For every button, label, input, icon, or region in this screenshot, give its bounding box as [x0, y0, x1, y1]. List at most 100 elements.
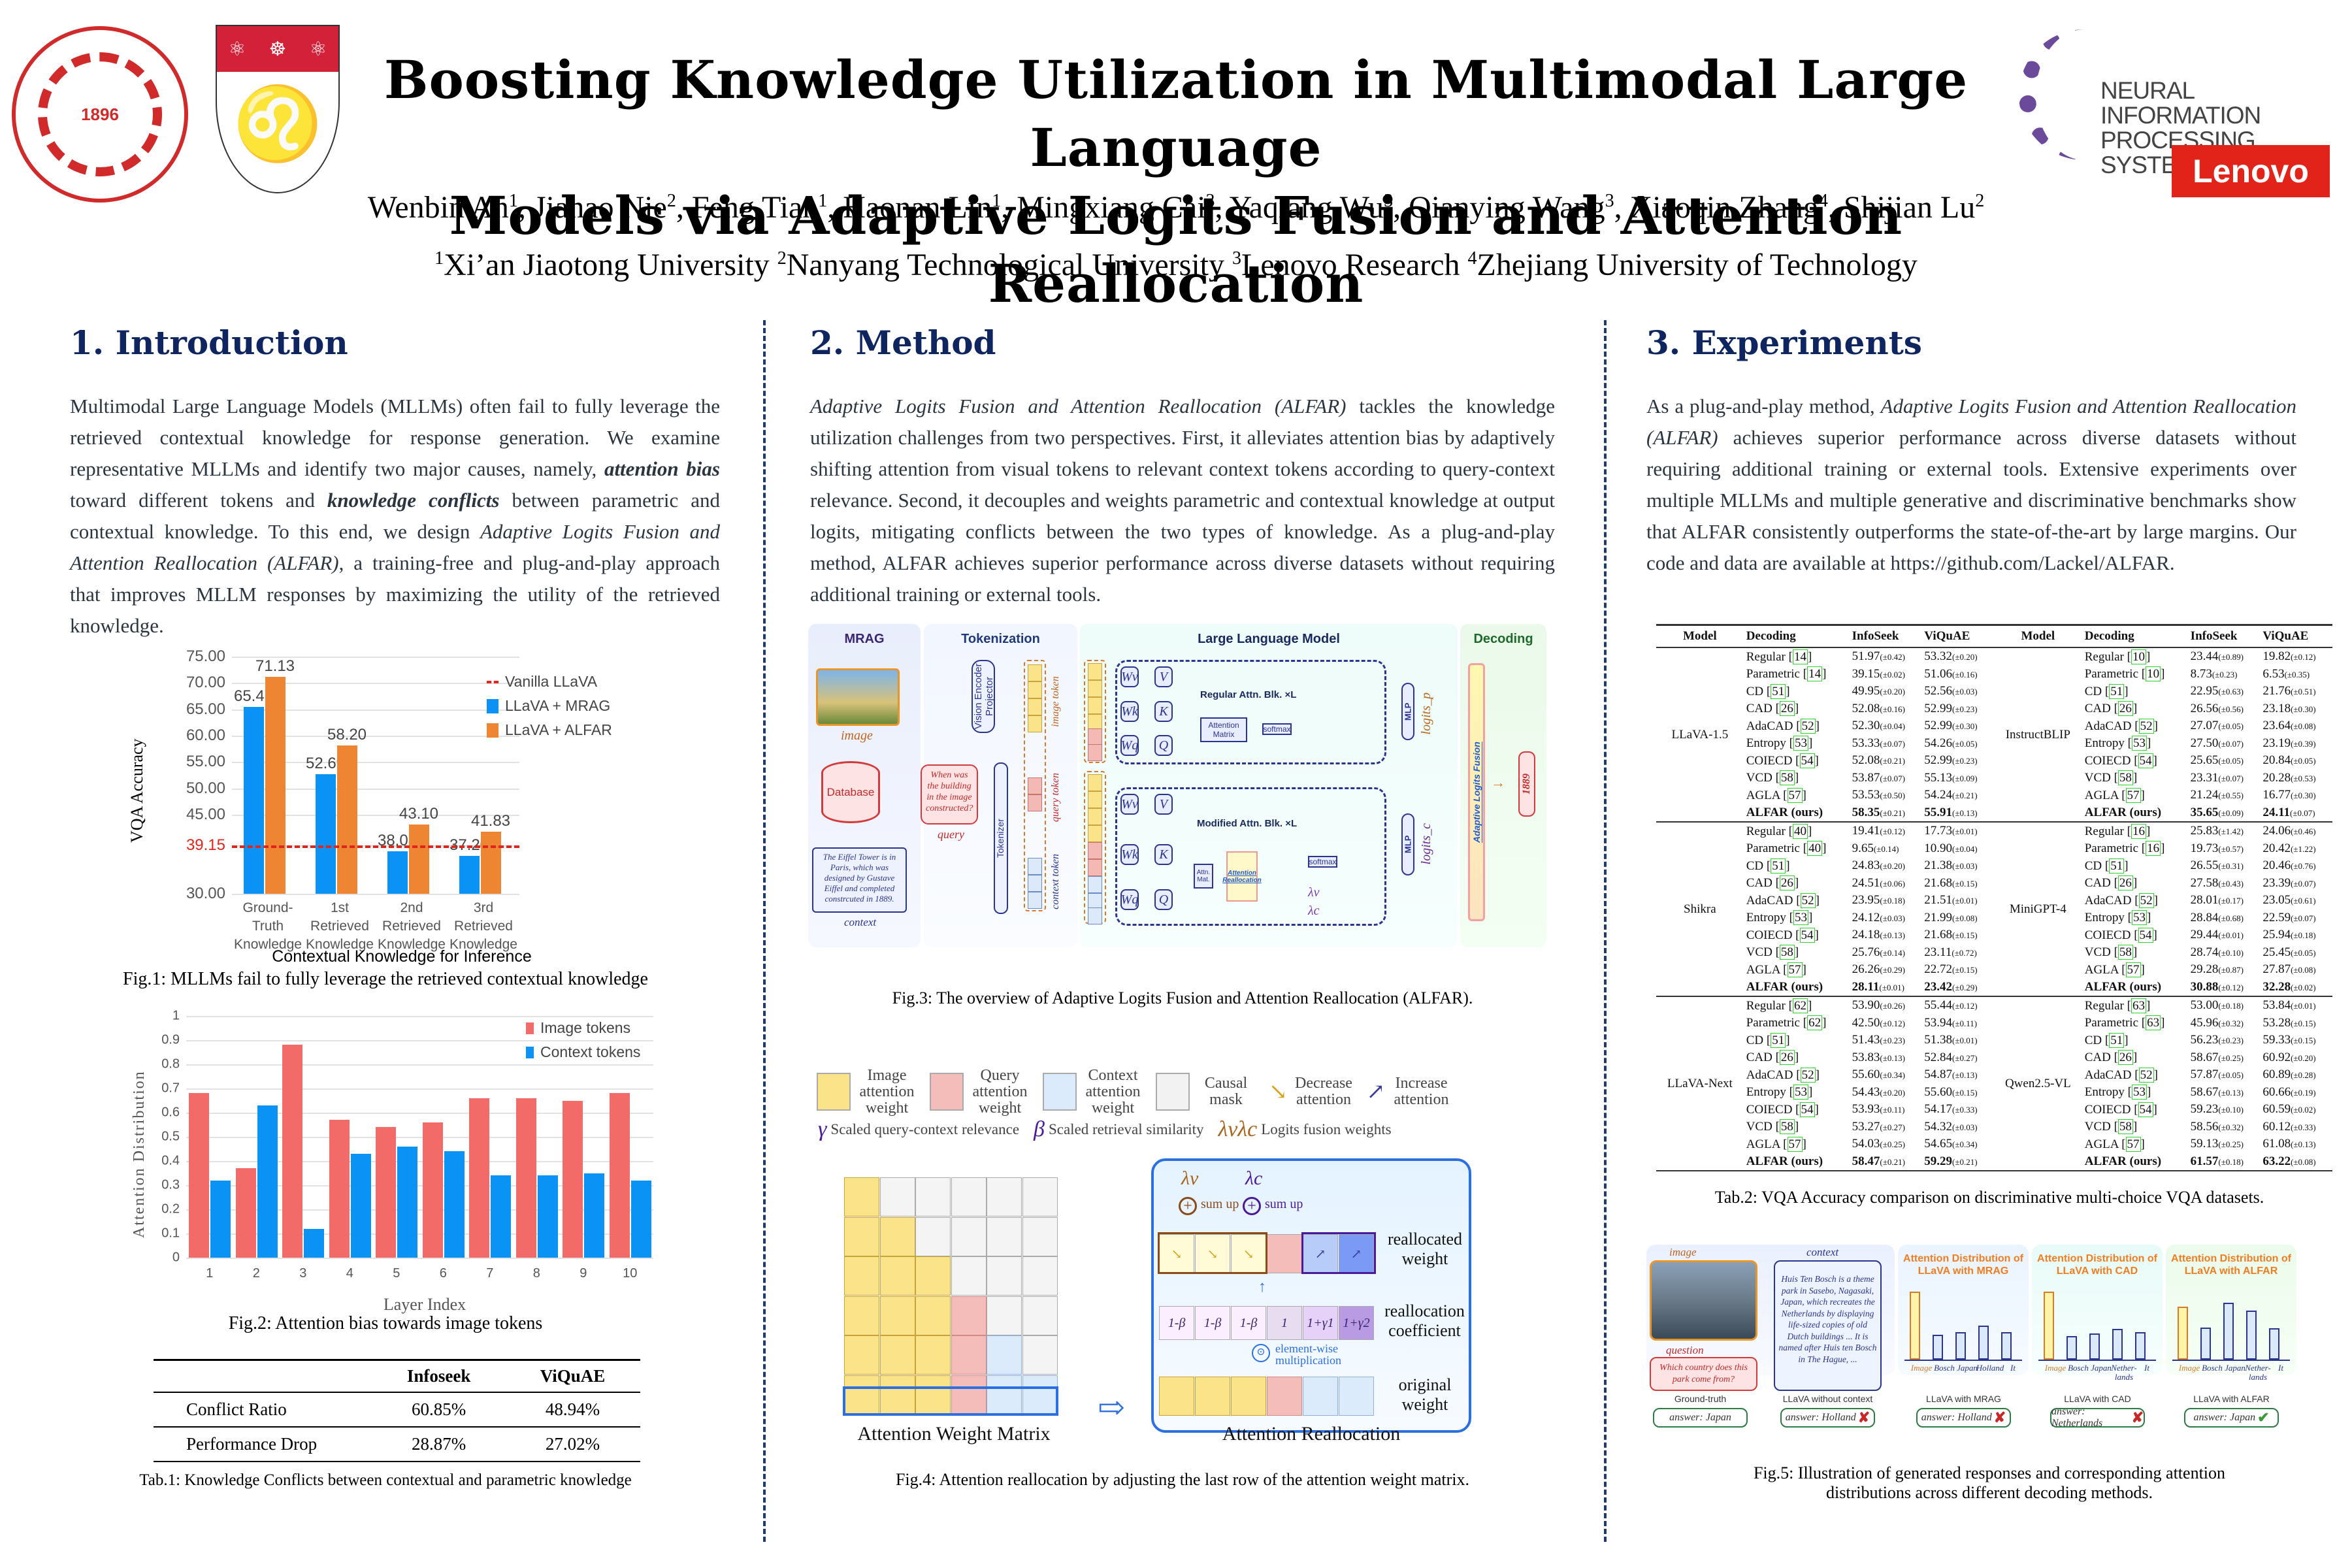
context-group-bracket: [1301, 1232, 1376, 1274]
original-weight-label: original weight: [1398, 1375, 1452, 1414]
chart-title: Attention Distribution of LLaVA with MRA…: [1903, 1253, 2023, 1277]
attention-bar: [2044, 1291, 2054, 1360]
context-label: context: [844, 916, 877, 928]
attention-bar: [2112, 1328, 2123, 1360]
answer-label: Ground-truth: [1674, 1394, 1727, 1404]
affiliation-list: 1Xi’an Jiaotong University 2Nanyang Tech…: [434, 248, 1918, 282]
table-row: CAD [26] 24.51(±0.06) 21.68(±0.15) CAD [26]…: [1746, 875, 2316, 890]
bar-value: 58.20: [327, 725, 367, 743]
bar: [257, 1105, 278, 1258]
table-header: ViQuAE: [2260, 624, 2332, 648]
bar-value: 71.13: [255, 657, 295, 676]
y-tick: 45.00: [186, 806, 225, 823]
bar: [481, 831, 501, 894]
fig5-question-label: question: [1666, 1344, 1704, 1356]
sum-icon: +: [1243, 1197, 1261, 1215]
coefficient-cell: 1+γ2: [1339, 1306, 1374, 1340]
matrix-cell: [951, 1335, 987, 1375]
legend-item: ↗ Increase attention: [1366, 1075, 1449, 1108]
tab1-header-viquae: ViQuAE: [505, 1359, 640, 1393]
y-tick: 0.8: [161, 1056, 180, 1071]
table-row: CAD [26] 53.83(±0.13) 52.84(±0.27) CAD [26]…: [1746, 1050, 2316, 1065]
panel-llm: Large Language Model: [1080, 624, 1458, 947]
matrix-cell: [951, 1177, 987, 1217]
attention-bar: [2269, 1328, 2279, 1360]
bar: [469, 1098, 489, 1258]
wk-box: Wk: [1120, 701, 1139, 722]
matrix-cell: [844, 1335, 879, 1375]
legend-item: Query attention weight: [930, 1067, 1031, 1117]
attention-reallocation-panel: λv λc + sum up + sum up ↘ ↘ ↘ ↗ ↗ reallocate…: [1151, 1158, 1471, 1433]
logits-c-label: logits_c: [1419, 823, 1433, 865]
table-header: InfoSeek: [1849, 624, 1922, 648]
x-tick: 6: [439, 1266, 447, 1281]
regular-block-label: Regular Attn. Blk. ×L: [1200, 689, 1297, 700]
check-icon: ✔: [2257, 1409, 2270, 1426]
arrow-right-icon: ⇨: [1098, 1389, 1125, 1426]
bar-label: It: [2278, 1363, 2283, 1373]
fig4-caption: Fig.4: Attention reallocation by adjusti…: [895, 1470, 1470, 1489]
section-title-introduction: 1. Introduction: [70, 323, 348, 362]
reallocation-coefficient-row: 1-β 1-β 1-β 1 1+γ1 1+γ2: [1159, 1306, 1375, 1340]
q-box: Q: [1154, 735, 1173, 756]
table-header: Decoding: [2082, 624, 2188, 648]
matrix-cell: [915, 1177, 951, 1217]
legend-swatch: [1043, 1073, 1077, 1111]
title-line-1: Boosting Knowledge Utilization in Multim…: [384, 49, 1968, 178]
context-box: Huis Ten Bosch is a theme park in Sasebo…: [1774, 1260, 1882, 1391]
elementwise-label: element-wise multiplication: [1275, 1342, 1341, 1367]
table-row: AGLA [57] 54.03(±0.25) 54.65(±0.34) AGLA [5…: [1746, 1136, 2316, 1152]
attention-bar: [1978, 1326, 1989, 1360]
original-cell: [1303, 1377, 1338, 1416]
matrix-title: Attention Weight Matrix: [857, 1423, 1051, 1445]
tab1-knowledge-conflicts: Infoseek ViQuAE Conflict Ratio 60.85% 48.9…: [154, 1359, 640, 1462]
original-cell: [1339, 1377, 1374, 1416]
wv-box: Wv: [1120, 794, 1139, 815]
bar-label: Holland: [1976, 1363, 2004, 1373]
coefficient-cell: 1: [1267, 1306, 1302, 1340]
x-tick: 4: [346, 1266, 353, 1281]
table-row: LLaVA-Next Regular [62] 53.90(±0.26) 55.44(…: [1656, 996, 2332, 1171]
y-tick: 0.1: [161, 1226, 180, 1241]
bar-value: 41.83: [470, 811, 511, 830]
fig1-caption: Fig.1: MLLMs fail to fully leverage the …: [123, 969, 648, 989]
attention-distribution-chart: Attention Distribution of LLaVA with MRA…: [1898, 1245, 2029, 1375]
x-tick: 9: [580, 1266, 587, 1281]
y-tick: 0.7: [161, 1081, 180, 1096]
answer-label: LLaVA without context: [1782, 1394, 1873, 1404]
matrix-cell: [915, 1296, 951, 1335]
answer-label: LLaVA with ALFAR: [2193, 1394, 2270, 1404]
x-tick: 7: [486, 1266, 494, 1281]
y-tick: 0.9: [161, 1032, 180, 1047]
model-name: MiniGPT-4: [1993, 822, 2082, 997]
y-tick: 0.2: [161, 1201, 180, 1217]
y-tick: 1: [172, 1008, 180, 1023]
neurips-line-1: NEURAL INFORMATION: [2100, 77, 2261, 129]
table-row: ALFAR (ours) 58.47(±0.21) 59.29(±0.21) ALFA…: [1656, 1152, 2332, 1171]
reallocated-cell: ↗: [1339, 1234, 1374, 1273]
author-name: Jiahao Nie2: [533, 190, 676, 225]
legend-swatch: [817, 1073, 851, 1111]
symbol-legend-item: γ Scaled query-context relevance: [818, 1117, 1020, 1141]
author-name: Qianying Wang3: [1409, 190, 1614, 225]
regular-attn-block: [1115, 660, 1386, 764]
bar: [387, 851, 408, 894]
bar: [397, 1146, 417, 1258]
answer-box: answer: Holland ✘: [1780, 1408, 1875, 1428]
affiliation: Zhejiang University of Technology: [1477, 248, 1918, 282]
matrix-cell: [844, 1177, 879, 1217]
bar: [515, 1098, 536, 1258]
author-name: Xiaoqin Zhang4: [1629, 190, 1828, 225]
matrix-cell: [987, 1296, 1022, 1335]
matrix-cell: [951, 1256, 987, 1296]
y-tick: 0.3: [161, 1177, 180, 1192]
table-row: Entropy [53] 24.12(±0.03) 21.99(±0.08) Entr…: [1746, 910, 2316, 925]
bar: [265, 677, 286, 894]
query-box: When was the building in the image const…: [921, 764, 978, 825]
title-line-2: Models via Adaptive Logits Fusion and At…: [449, 185, 1903, 314]
y-tick: 0.4: [161, 1153, 180, 1168]
symbol-legend-item: β Scaled retrieval similarity: [1034, 1117, 1204, 1141]
legend-item: Image attention weight: [817, 1067, 918, 1117]
author-name: Haonan Lin1: [843, 190, 1002, 225]
neurips-logo: NEURAL INFORMATION PROCESSING SYSTEMS: [2019, 29, 2319, 178]
